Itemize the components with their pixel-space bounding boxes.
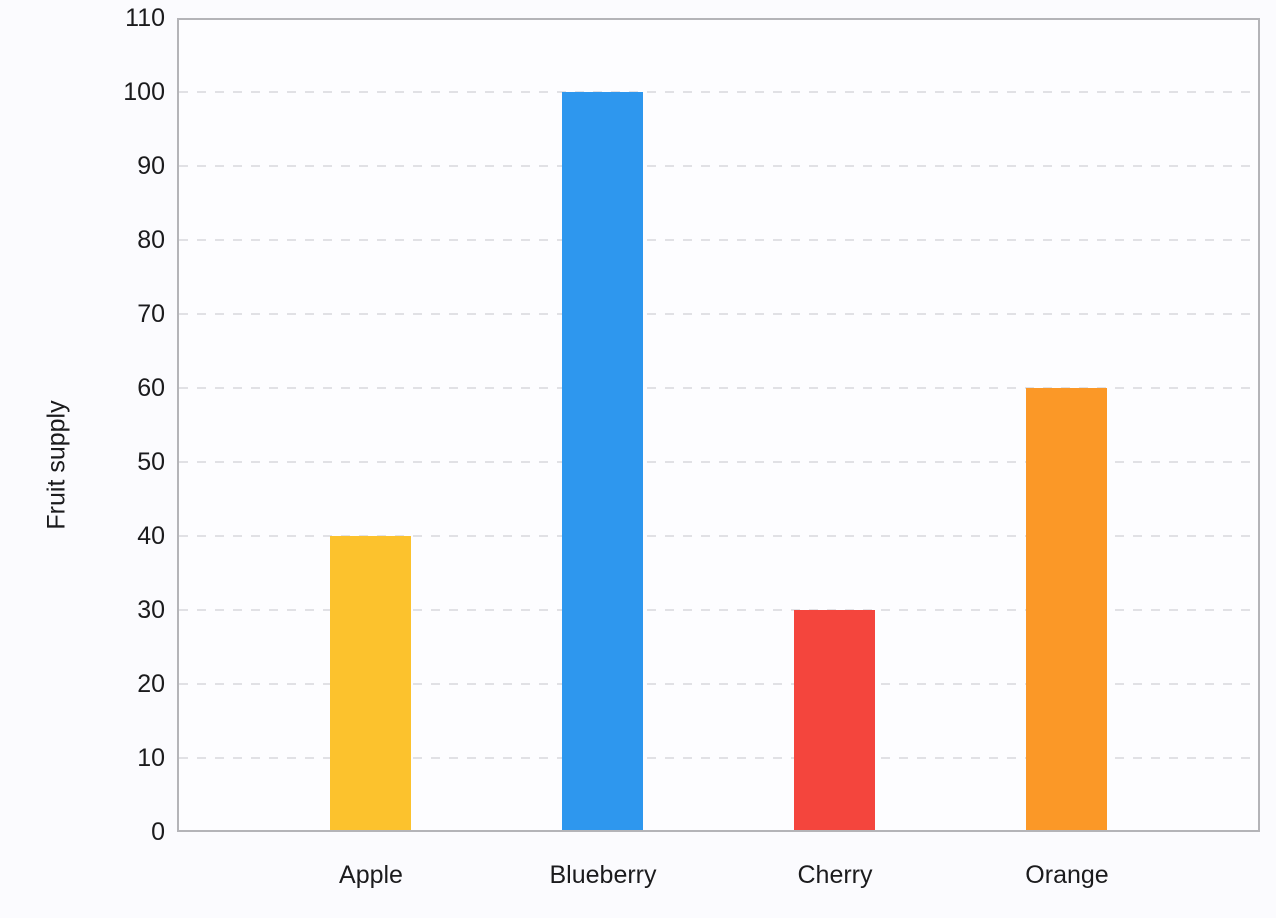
gridline-80 (179, 239, 1258, 241)
y-tick-label-100: 100 (123, 78, 165, 106)
bar-apple (330, 536, 411, 830)
gridline-40 (179, 535, 1258, 537)
x-tick-label-orange: Orange (1025, 861, 1109, 889)
y-tick-label-40: 40 (137, 522, 165, 550)
y-tick-label-50: 50 (137, 448, 165, 476)
x-tick-label-blueberry: Blueberry (549, 861, 657, 889)
bar-orange (1026, 388, 1107, 830)
x-tick-label-cherry: Cherry (797, 861, 873, 889)
y-tick-label-30: 30 (137, 596, 165, 624)
gridline-100 (179, 91, 1258, 93)
gridline-60 (179, 387, 1258, 389)
y-tick-label-80: 80 (137, 226, 165, 254)
y-tick-label-90: 90 (137, 152, 165, 180)
y-tick-label-110: 110 (125, 4, 165, 32)
x-tick-label-apple: Apple (339, 861, 403, 889)
y-tick-label-60: 60 (137, 374, 165, 402)
gridline-10 (179, 757, 1258, 759)
gridline-30 (179, 609, 1258, 611)
gridline-20 (179, 683, 1258, 685)
bar-blueberry (562, 92, 643, 830)
y-tick-label-70: 70 (137, 300, 165, 328)
y-tick-label-0: 0 (151, 818, 165, 846)
gridline-90 (179, 165, 1258, 167)
bar-cherry (794, 610, 875, 830)
gridline-50 (179, 461, 1258, 463)
y-tick-label-20: 20 (137, 670, 165, 698)
y-tick-label-10: 10 (137, 744, 165, 772)
gridline-70 (179, 313, 1258, 315)
